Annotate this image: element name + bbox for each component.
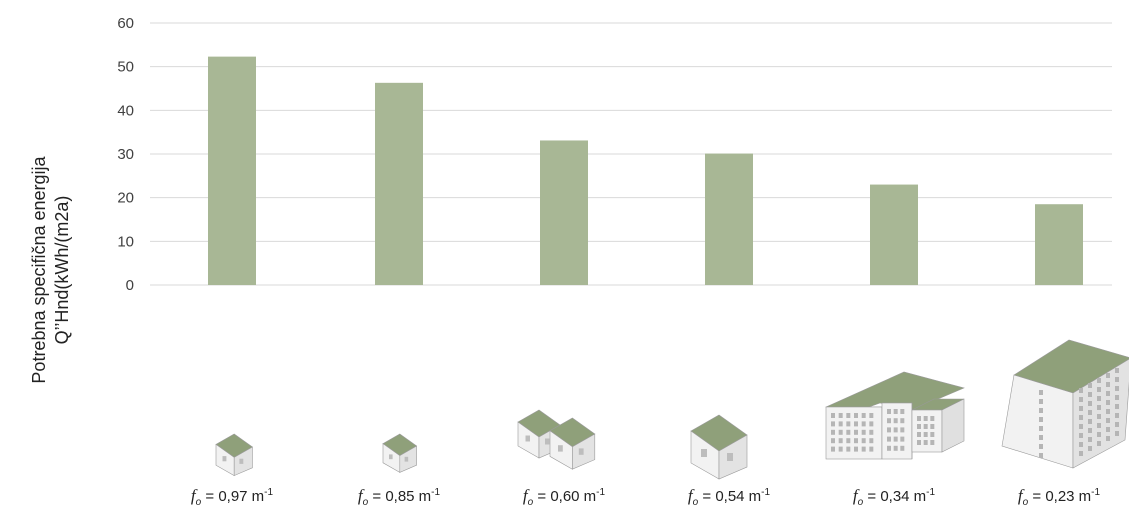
factor-symbol: f xyxy=(687,486,693,505)
factor-unit-exponent: -1 xyxy=(1091,487,1101,498)
bar xyxy=(540,140,588,285)
factor-symbol: f xyxy=(522,486,528,505)
factor-value: = 0,23 m xyxy=(1028,488,1092,505)
bar xyxy=(1035,204,1083,285)
y-tick-label: 30 xyxy=(117,146,134,163)
y-tick-label: 60 xyxy=(117,15,134,32)
apartment-tower-icon xyxy=(1001,339,1129,469)
factor-unit-exponent: -1 xyxy=(596,487,606,498)
house-icon xyxy=(690,414,748,480)
factor-unit-exponent: -1 xyxy=(926,487,936,498)
factor-symbol: f xyxy=(357,486,363,505)
factor-value: = 0,85 m xyxy=(368,488,432,505)
shape-factor-label: fo = 0,34 m-1 xyxy=(814,486,974,508)
factor-value: = 0,60 m xyxy=(533,488,597,505)
factor-symbol: f xyxy=(1017,486,1023,505)
bar xyxy=(870,184,918,285)
y-axis-label-line1: Potrebna specifična energija xyxy=(29,155,49,383)
shape-factor-label: fo = 0,54 m-1 xyxy=(649,486,809,508)
factor-value: = 0,97 m xyxy=(201,488,265,505)
factor-subscript: o xyxy=(362,497,369,508)
l-shaped-apartment-block-icon xyxy=(825,371,965,460)
factor-unit-exponent: -1 xyxy=(431,487,441,498)
shape-factor-label: fo = 0,85 m-1 xyxy=(319,486,479,508)
y-tick-label: 40 xyxy=(117,102,134,119)
y-axis-label-line2: Q’’Hnd(kWh/(m2a) xyxy=(52,196,72,345)
shape-factor-label: fo = 0,23 m-1 xyxy=(979,486,1129,508)
factor-value: = 0,54 m xyxy=(698,488,762,505)
factor-unit-exponent: -1 xyxy=(264,487,274,498)
factor-subscript: o xyxy=(1022,497,1029,508)
shape-factor-label: fo = 0,97 m-1 xyxy=(152,486,312,508)
building-icons xyxy=(215,339,1129,480)
factor-subscript: o xyxy=(195,497,202,508)
factor-subscript: o xyxy=(527,497,534,508)
factor-symbol: f xyxy=(852,486,858,505)
factor-subscript: o xyxy=(857,497,864,508)
y-tick-label: 20 xyxy=(117,190,134,207)
factor-symbol: f xyxy=(190,486,196,505)
factor-unit-exponent: -1 xyxy=(761,487,771,498)
double-house-icon xyxy=(517,409,596,470)
y-tick-label: 50 xyxy=(117,59,134,76)
factor-value: = 0,34 m xyxy=(863,488,927,505)
factor-subscript: o xyxy=(692,497,699,508)
bars xyxy=(208,56,1083,285)
bar xyxy=(208,56,256,285)
small-house-icon xyxy=(215,433,253,477)
y-tick-label: 10 xyxy=(117,233,134,250)
gridlines xyxy=(150,22,1112,286)
shape-factor-label: fo = 0,60 m-1 xyxy=(484,486,644,508)
bar xyxy=(375,82,423,285)
y-tick-labels: 0 10 20 30 40 50 60 xyxy=(117,15,134,294)
bar xyxy=(705,153,753,285)
small-house-icon xyxy=(382,433,418,473)
y-tick-label: 0 xyxy=(126,277,134,294)
